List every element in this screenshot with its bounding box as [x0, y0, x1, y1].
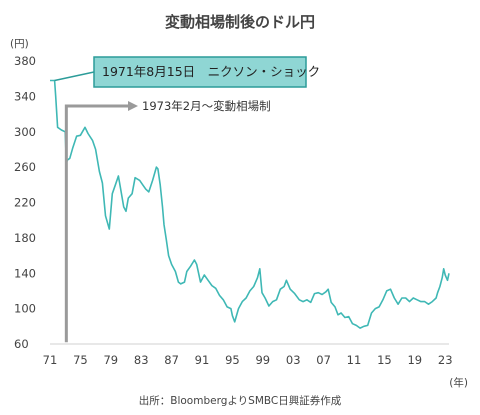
chart-title: 変動相場制後のドル円 [165, 13, 315, 31]
x-tick-label: 71 [43, 353, 58, 367]
annotation-1973: 1973年2月～変動相場制 [64, 99, 271, 343]
annotation-nixon: 1971年8月15日 ニクソン・ショック [54, 56, 320, 88]
x-tick-label: 19 [407, 353, 422, 367]
x-tick-label: 83 [134, 353, 149, 367]
annotation-1973-arrowhead [128, 101, 138, 111]
annotation-1973-label: 1973年2月～変動相場制 [142, 99, 271, 113]
x-tick-label: 15 [377, 353, 392, 367]
x-tick-label: 23 [438, 353, 453, 367]
y-tick-label: 60 [14, 337, 29, 351]
annotation-1973-arrow [64, 104, 129, 343]
x-tick-label: 07 [316, 353, 331, 367]
series-line-usdjpy [50, 79, 450, 329]
x-tick-label: 79 [103, 353, 118, 367]
annotation-nixon-box [93, 56, 307, 88]
x-axis-ticks: 71 75 79 83 87 91 95 99 03 07 11 15 19 23 [43, 353, 453, 367]
x-axis-unit: (年) [449, 376, 468, 389]
y-tick-label: 380 [14, 54, 36, 68]
y-tick-label: 340 [14, 89, 36, 103]
y-tick-label: 100 [14, 302, 36, 316]
x-tick-label: 95 [225, 353, 240, 367]
x-tick-label: 99 [255, 353, 270, 367]
annotation-nixon-label: 1971年8月15日 ニクソン・ショック [102, 64, 320, 79]
y-tick-label: 140 [14, 266, 36, 280]
x-tick-label: 11 [347, 353, 362, 367]
annotation-nixon-pointer [54, 71, 95, 82]
y-axis-ticks: 60 100 140 180 220 260 300 340 380 [14, 54, 36, 351]
y-tick-label: 260 [14, 160, 36, 174]
x-tick-label: 03 [286, 353, 301, 367]
x-tick-label: 75 [73, 353, 88, 367]
source-note: 出所：BloombergよりSMBC日興証券作成 [139, 394, 342, 407]
x-tick-label: 91 [195, 353, 210, 367]
y-tick-label: 220 [14, 196, 36, 210]
x-tick-label: 87 [164, 353, 179, 367]
y-tick-label: 180 [14, 231, 36, 245]
y-tick-label: 300 [14, 125, 36, 139]
y-axis-unit: (円) [10, 38, 29, 50]
